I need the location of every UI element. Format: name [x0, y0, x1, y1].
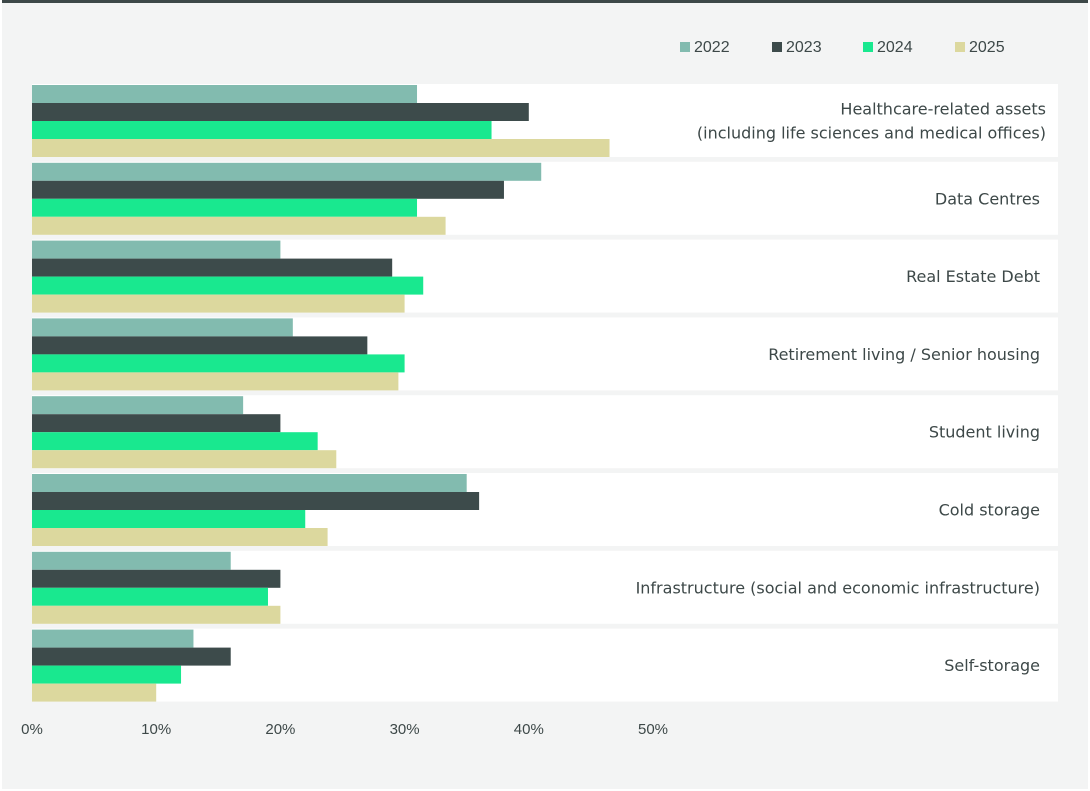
- category-label: Student living: [929, 423, 1040, 442]
- category-label: Data Centres: [935, 189, 1040, 208]
- x-axis-ticks: 0% 10% 20% 30% 40% 50%: [21, 721, 668, 738]
- category-label: Infrastructure (social and economic infr…: [636, 578, 1040, 597]
- bar-2023: [32, 258, 393, 277]
- bar-2023: [32, 414, 281, 433]
- legend-label-2024: 2024: [877, 39, 913, 56]
- x-tick-label: 30%: [390, 721, 420, 738]
- category-label: Retirement living / Senior housing: [768, 345, 1040, 364]
- category-label: (including life sciences and medical off…: [697, 124, 1046, 143]
- bar-2023: [32, 569, 281, 588]
- category-label: Cold storage: [939, 501, 1040, 520]
- bar-2022: [32, 551, 231, 570]
- bar-2022: [32, 474, 467, 492]
- bar-2023: [32, 492, 480, 510]
- bar-2024: [32, 121, 492, 139]
- bar-2023: [32, 180, 504, 199]
- bar-2024: [32, 276, 424, 295]
- bar-2022: [32, 629, 194, 648]
- bar-2023: [32, 336, 368, 355]
- bar-2025: [32, 139, 610, 157]
- bar-2022: [32, 240, 281, 259]
- bar-2024: [32, 354, 405, 373]
- bar-2022: [32, 162, 542, 181]
- bar-2025: [32, 605, 281, 624]
- bar-2024: [32, 587, 268, 606]
- bar-2025: [32, 216, 446, 235]
- legend-swatch-2025: [955, 42, 965, 52]
- bar-2025: [32, 294, 405, 313]
- x-tick-label: 10%: [141, 721, 171, 738]
- legend-swatch-2022: [680, 42, 690, 52]
- bar-2022: [32, 318, 293, 337]
- legend: 2022 2023 2024 2025: [680, 39, 1005, 56]
- legend-swatch-2023: [772, 42, 782, 52]
- category-label: Healthcare-related assets: [840, 100, 1046, 119]
- bar-2024: [32, 198, 418, 217]
- category-label: Real Estate Debt: [906, 267, 1040, 286]
- bar-2022: [32, 85, 418, 103]
- bar-2024: [32, 510, 306, 528]
- x-tick-label: 0%: [21, 721, 43, 738]
- category-label: Self-storage: [944, 656, 1040, 675]
- bar-2022: [32, 396, 244, 415]
- bars: [32, 85, 610, 702]
- bar-2025: [32, 683, 157, 702]
- legend-label-2023: 2023: [786, 39, 822, 56]
- bar-2025: [32, 450, 337, 469]
- bar-2024: [32, 432, 318, 451]
- bar-2025: [32, 372, 399, 391]
- bar-2025: [32, 528, 328, 546]
- legend-label-2022: 2022: [694, 39, 730, 56]
- bar-2023: [32, 647, 231, 666]
- bar-chart: 2022 2023 2024 2025 Healthcare-related asse…: [21, 39, 1058, 738]
- x-tick-label: 50%: [638, 721, 668, 738]
- bar-2024: [32, 665, 182, 684]
- legend-label-2025: 2025: [969, 39, 1005, 56]
- legend-swatch-2024: [863, 42, 873, 52]
- category-labels: Healthcare-related assets (including life…: [636, 100, 1046, 676]
- x-tick-label: 40%: [514, 721, 544, 738]
- x-tick-label: 20%: [265, 721, 295, 738]
- bar-2023: [32, 103, 529, 121]
